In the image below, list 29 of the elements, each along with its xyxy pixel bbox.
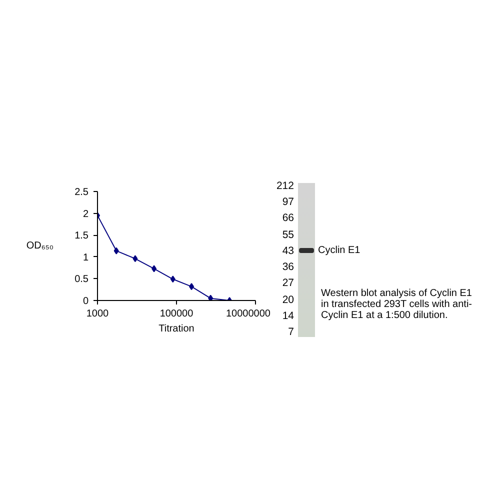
x-axis-title: Titration — [158, 324, 194, 334]
y-tick-label: 2 — [82, 208, 89, 220]
point — [132, 255, 138, 262]
category-label: 55 — [282, 228, 294, 241]
category-label: 36 — [282, 261, 294, 274]
category-label: 20 — [282, 294, 294, 306]
category-label: 27 — [282, 277, 294, 290]
point — [189, 283, 194, 290]
text: Western blot analysis of Cyclin E1 in transfected 293T cells with anti-Cyclin E1 at a 1:500 dilution. — [321, 288, 474, 321]
category-label: 43 — [282, 244, 294, 257]
y-tick-label: 1 — [82, 252, 89, 264]
point — [208, 294, 214, 300]
category-label: 212 — [276, 180, 294, 192]
y-tick-label: 0 — [82, 296, 89, 307]
category-label: 97 — [282, 196, 294, 208]
category-label: 14 — [282, 310, 294, 322]
text: Cyclin E1 — [318, 244, 360, 256]
y-tick-label: 2.5 — [74, 187, 89, 198]
x-tick-label: 100000 — [160, 308, 194, 320]
x-tick-label: 1000 — [86, 308, 110, 320]
y-tick-label: 1.5 — [74, 230, 89, 242]
y-tick-label: 0.5 — [74, 274, 89, 286]
category-label: 66 — [282, 212, 294, 224]
x-tick-label: 10000000 — [226, 308, 271, 320]
point — [152, 265, 157, 272]
category-label: 7 — [288, 326, 294, 338]
y-axis-title: OD₆₅₀ — [26, 240, 54, 252]
point — [170, 276, 176, 283]
point — [114, 247, 119, 254]
